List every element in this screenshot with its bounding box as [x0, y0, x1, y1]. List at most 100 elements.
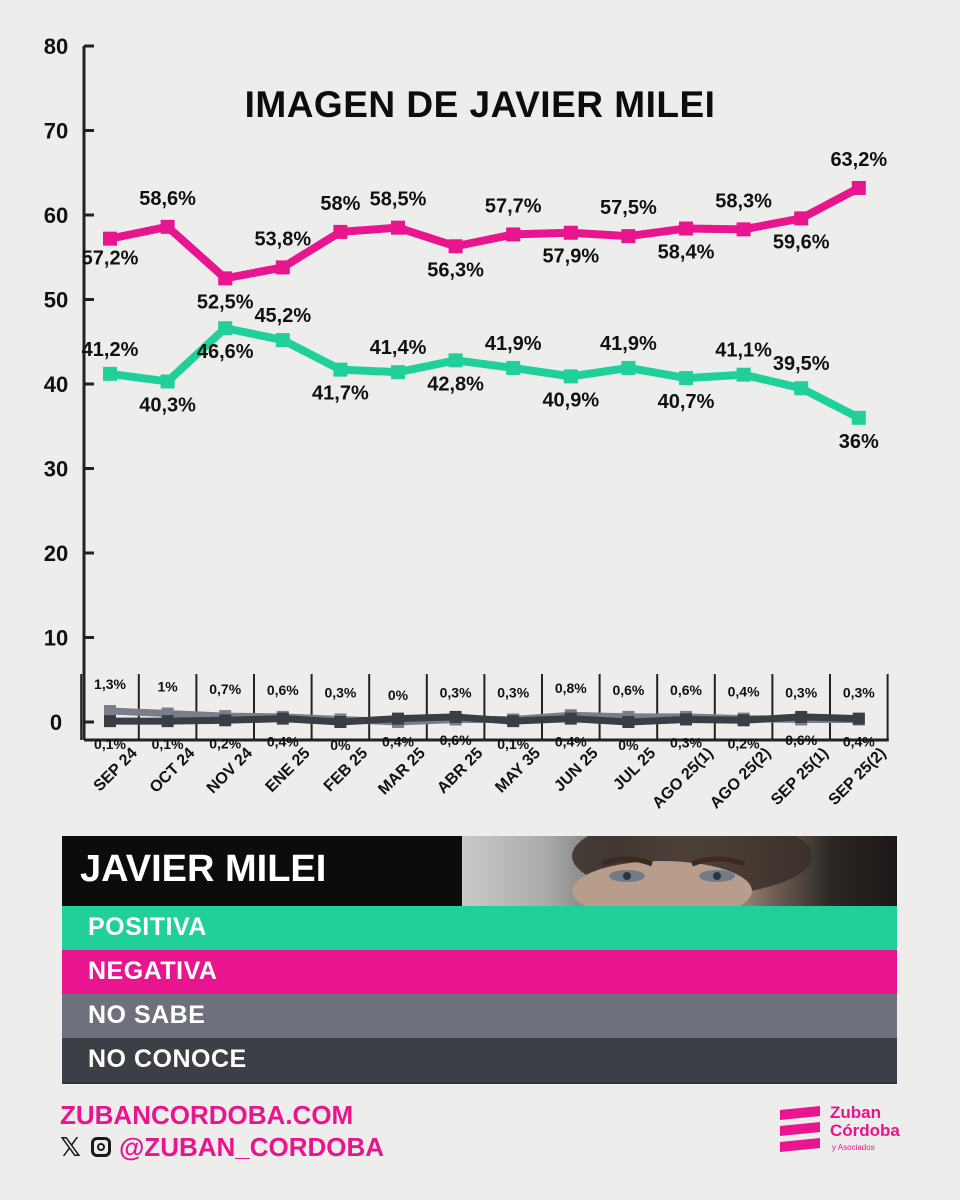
series-line-no-conoce [110, 713, 859, 726]
y-tick-label: 50 [44, 288, 68, 313]
data-label: 41,2% [82, 339, 139, 361]
data-point [506, 227, 521, 242]
data-point [104, 705, 116, 718]
data-label: 0,1% [94, 736, 126, 752]
politician-name: JAVIER MILEI [80, 848, 327, 890]
data-label: 46,6% [197, 341, 254, 363]
brand-logo-mark-icon [780, 1106, 820, 1152]
data-point [334, 716, 347, 728]
data-label: 40,9% [542, 389, 599, 411]
data-label: 0,3% [497, 684, 529, 700]
data-label: 36% [839, 431, 879, 453]
data-point [275, 260, 290, 275]
data-label: 57,2% [82, 248, 139, 270]
data-point [275, 333, 290, 348]
data-point [219, 714, 232, 727]
y-tick-label: 80 [44, 34, 68, 59]
series-line-negativa [109, 184, 861, 283]
data-point [391, 220, 405, 235]
data-point [794, 211, 809, 226]
data-label: 42,8% [427, 373, 484, 395]
y-tick-label: 20 [44, 541, 68, 566]
series-line-positiva [109, 324, 861, 422]
data-label: 40,7% [658, 391, 715, 413]
instagram-icon[interactable] [90, 1137, 111, 1157]
x-tick-label: SEP 25(1) [768, 745, 832, 809]
data-point [392, 712, 404, 725]
data-label: 0% [388, 687, 409, 703]
data-point [103, 366, 117, 381]
data-label: 0,6% [785, 732, 817, 748]
data-label: 0,6% [440, 732, 472, 748]
legend-header: JAVIER MILEI [62, 836, 462, 906]
data-label: 0,4% [267, 734, 299, 750]
data-point [103, 231, 117, 246]
data-label: 39,5% [773, 353, 830, 375]
data-point [737, 714, 750, 727]
data-label: 41,9% [485, 333, 542, 355]
data-label: 0,3% [440, 684, 472, 700]
data-label: 56,3% [427, 259, 484, 281]
data-label: 0,3% [324, 684, 356, 700]
x-tick-label: NOV 24 [204, 745, 256, 797]
logo-text-cordoba: Córdoba [830, 1121, 900, 1140]
legend-panel: JAVIER MILEI POSITIVA NEGATIVA NO SABE N… [62, 836, 897, 1084]
y-tick-label: 0 [50, 710, 62, 735]
data-label: 57,9% [542, 246, 599, 268]
data-point [563, 369, 578, 384]
data-point [160, 374, 175, 389]
portrait-photo [462, 836, 897, 906]
x-tick-label: SEP 25(2) [826, 745, 890, 809]
data-label: 40,3% [139, 394, 196, 416]
data-label: 1,3% [94, 676, 126, 692]
data-label: 63,2% [830, 149, 887, 171]
y-tick-label: 40 [44, 372, 68, 397]
data-point [218, 271, 233, 286]
data-label: 0,2% [209, 735, 241, 751]
y-tick-label: 60 [44, 203, 68, 228]
data-label: 59,6% [773, 231, 830, 253]
data-point [736, 367, 751, 382]
social-handle[interactable]: @ZUBAN_CORDOBA [118, 1131, 385, 1162]
data-label: 0,2% [728, 735, 760, 751]
legend-label-no-conoce: NO CONOCE [88, 1045, 247, 1073]
line-chart: 0 10 20 30 40 50 60 70 80 SEP 24 OCT 24 NOV 24 ENE 2… [44, 34, 890, 812]
data-label: 41,7% [312, 383, 369, 405]
data-point [333, 362, 348, 377]
data-point [679, 371, 693, 386]
data-label: 0,3% [785, 684, 817, 700]
legend-label-positiva: POSITIVA [88, 913, 207, 941]
data-label: 41,1% [715, 340, 772, 362]
brand-logo: Zuban Córdoba y Asociados [776, 1102, 906, 1164]
data-point [104, 715, 116, 728]
data-point [218, 321, 233, 336]
y-tick-label: 70 [44, 119, 68, 144]
data-label: 0,4% [843, 734, 875, 750]
legend-label-negativa: NEGATIVA [88, 957, 218, 985]
legend-item-no-conoce: NO CONOCE [62, 1038, 897, 1082]
data-label: 58,6% [139, 188, 196, 210]
x-icon[interactable]: 𝕏 [60, 1131, 81, 1162]
data-point [621, 229, 636, 244]
data-point [795, 710, 808, 723]
data-label: 45,2% [254, 305, 311, 327]
website-link[interactable]: ZUBANCORDOBA.COM [60, 1100, 354, 1130]
x-tick-label: AGO 25(2) [707, 745, 774, 812]
social-handles: 𝕏 @ZUBAN_CORDOBA [60, 1130, 384, 1164]
data-point [391, 365, 405, 380]
data-label: 0,7% [209, 681, 241, 697]
x-tick-label: MAR 25 [375, 745, 429, 799]
y-tick-label: 10 [44, 626, 68, 651]
data-point [680, 713, 692, 726]
data-point [160, 219, 175, 234]
data-point [161, 715, 174, 728]
data-label: 53,8% [254, 228, 311, 250]
data-point [622, 716, 635, 728]
x-tick-label: ENE 25 [263, 745, 314, 796]
legend-label-no-sabe: NO SABE [88, 1001, 206, 1029]
data-point [563, 225, 578, 240]
data-point [276, 712, 289, 725]
legend-item-positiva: POSITIVA [62, 906, 897, 950]
data-label: 0,1% [152, 736, 184, 752]
data-point [794, 381, 809, 396]
